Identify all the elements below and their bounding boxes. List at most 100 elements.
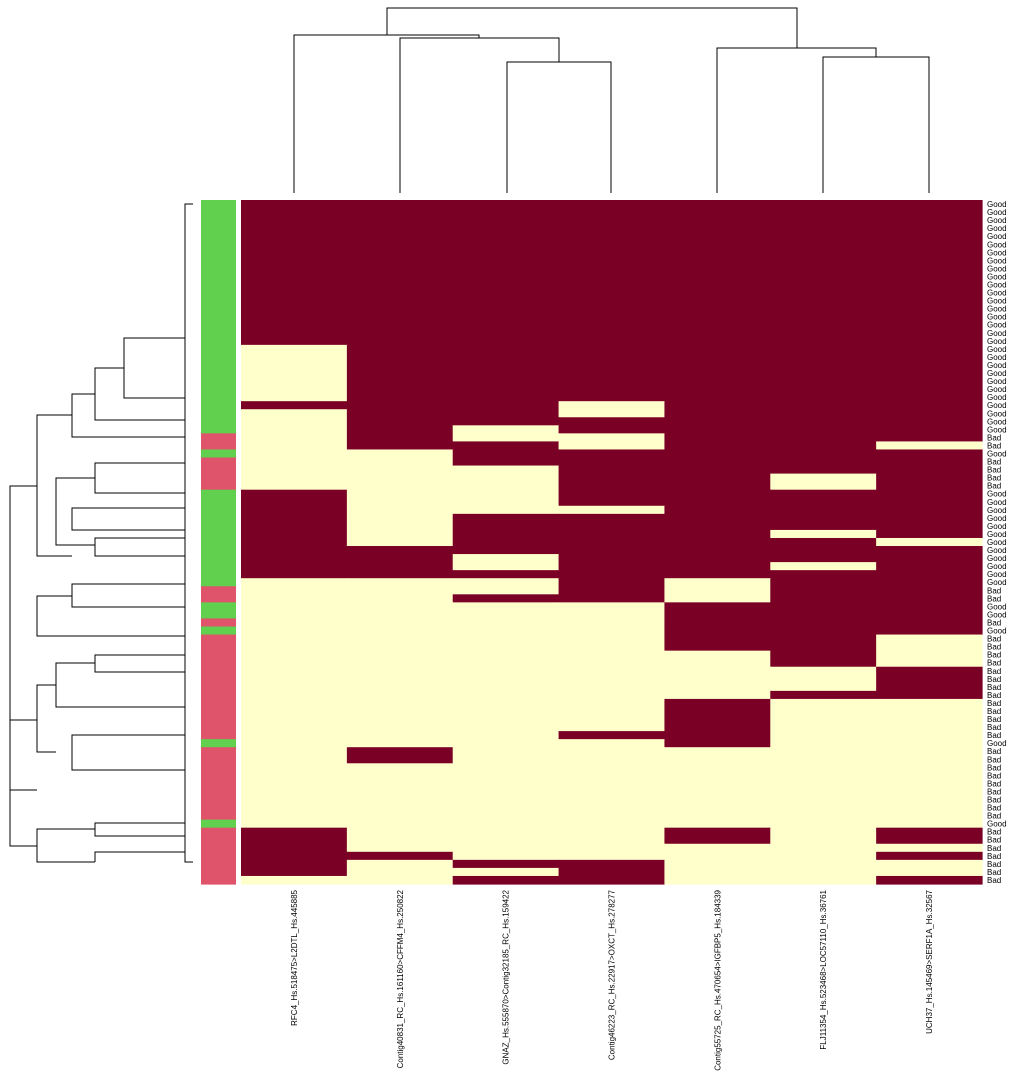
heatmap-cell	[664, 835, 771, 845]
heatmap-cell	[664, 497, 771, 507]
heatmap-cell	[452, 731, 560, 740]
heatmap-cell	[558, 819, 666, 829]
heatmap-cell	[241, 272, 348, 282]
heatmap-cell	[346, 481, 454, 491]
heatmap-cell	[241, 264, 348, 274]
heatmap-cell	[770, 875, 877, 885]
heatmap-cell	[346, 224, 454, 233]
heatmap-cell	[664, 248, 771, 257]
heatmap-cell	[241, 328, 348, 338]
heatmap-cell	[346, 208, 454, 217]
heatmap-cell	[452, 755, 560, 764]
column-label: RFC4_Hs.518475>L2DTL_Hs.445885	[290, 889, 299, 1025]
heatmap-cell	[558, 771, 666, 780]
class-bar-cell	[201, 232, 236, 241]
heatmap-cell	[770, 336, 877, 346]
heatmap-cell	[346, 272, 454, 282]
row-label: Bad	[987, 667, 1001, 676]
heatmap-cell	[558, 787, 666, 797]
column-dendrogram	[293, 7, 930, 193]
row-dendrogram-branch	[94, 654, 185, 673]
heatmap-cell	[241, 521, 348, 531]
heatmap-cell	[452, 489, 560, 499]
heatmap-cell	[770, 610, 877, 620]
heatmap-cell	[452, 385, 560, 394]
row-label: Good	[987, 321, 1007, 330]
heatmap-cell	[558, 465, 666, 475]
heatmap-cell	[770, 352, 877, 362]
heatmap-cell	[558, 706, 666, 716]
heatmap-cell	[664, 360, 771, 370]
heatmap-cell	[452, 658, 560, 668]
heatmap-cell	[558, 747, 666, 756]
heatmap-cell	[558, 216, 666, 225]
heatmap-cell	[452, 763, 560, 772]
heatmap-cell	[664, 594, 771, 603]
row-label: Good	[987, 522, 1007, 531]
row-label: Bad	[987, 643, 1001, 652]
class-bar-cell	[201, 449, 236, 459]
class-bar-cell	[201, 280, 236, 290]
heatmap-cell	[876, 546, 983, 555]
class-bar-cell	[201, 626, 236, 636]
heatmap-cell	[346, 771, 454, 780]
heatmap-cell	[770, 505, 877, 515]
heatmap-cell	[664, 489, 771, 499]
heatmap-cell	[558, 401, 666, 410]
heatmap-cell	[558, 755, 666, 764]
class-bar-cell	[201, 320, 236, 330]
heatmap-cell	[558, 715, 666, 724]
heatmap-cell	[558, 457, 666, 467]
heatmap-cell	[558, 296, 666, 306]
heatmap-cell	[876, 304, 983, 314]
heatmap-cell	[770, 867, 877, 877]
class-bar-cell	[201, 377, 236, 386]
heatmap-cell	[876, 513, 983, 523]
heatmap-cell	[452, 666, 560, 676]
row-label: Good	[987, 602, 1007, 611]
heatmap-cell	[770, 715, 877, 724]
heatmap-cell	[241, 787, 348, 797]
heatmap-cell	[346, 264, 454, 274]
class-bar-cell	[201, 594, 236, 603]
heatmap-cell	[558, 546, 666, 555]
heatmap-cell	[558, 505, 666, 515]
row-label: Good	[987, 546, 1007, 555]
heatmap-cell	[346, 618, 454, 628]
row-dendrogram-branch	[36, 595, 185, 637]
heatmap-cell	[664, 666, 771, 676]
heatmap-cell	[241, 626, 348, 636]
heatmap-cell	[241, 859, 348, 869]
heatmap-cell	[346, 674, 454, 684]
heatmap-cell	[241, 489, 348, 499]
row-label: Good	[987, 554, 1007, 563]
heatmap-cell	[664, 546, 771, 555]
heatmap-cell	[664, 771, 771, 780]
heatmap-cell	[558, 425, 666, 434]
heatmap-cell	[770, 377, 877, 386]
heatmap-cell	[770, 602, 877, 611]
heatmap-cell	[770, 264, 877, 274]
heatmap-cell	[558, 481, 666, 491]
row-label: Good	[987, 530, 1007, 539]
heatmap-cell	[558, 634, 666, 644]
heatmap-cell	[346, 513, 454, 523]
heatmap-cell	[876, 441, 983, 451]
heatmap-cell	[770, 417, 877, 426]
heatmap-cell	[452, 505, 560, 515]
row-dendrogram-branch	[9, 485, 37, 791]
heatmap-cell	[876, 835, 983, 845]
heatmap-cell	[664, 449, 771, 459]
heatmap-cell	[558, 827, 666, 837]
class-bar-cell	[201, 787, 236, 797]
heatmap-cell	[770, 537, 877, 547]
heatmap-cell	[876, 658, 983, 668]
heatmap-cell	[770, 570, 877, 579]
heatmap-cell	[770, 851, 877, 861]
heatmap-cell	[664, 723, 771, 732]
heatmap-cell	[876, 489, 983, 499]
heatmap-cell	[876, 811, 983, 821]
heatmap-cell	[558, 200, 666, 209]
heatmap-cell	[452, 875, 560, 885]
heatmap-cell	[876, 240, 983, 249]
